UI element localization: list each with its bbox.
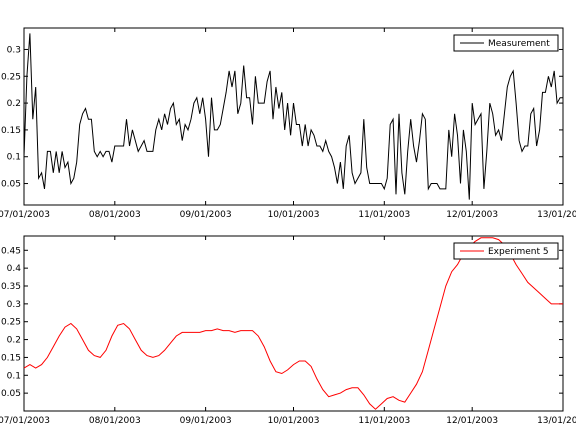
top-y-tick-label: 0.1 — [7, 153, 21, 163]
bottom-axes-frame — [23, 235, 564, 412]
top-x-tick-label: 07/01/2003 — [0, 210, 50, 220]
bottom-x-tick-label: 11/01/2003 — [358, 416, 410, 426]
top-y-tick-label: 0.15 — [1, 126, 21, 136]
bottom-y-tick-label: 0.35 — [1, 282, 21, 292]
top-y-tick-label: 0.25 — [1, 72, 21, 82]
bottom-x-tick-label: 10/01/2003 — [268, 416, 320, 426]
top-x-tick-label: 09/01/2003 — [180, 210, 232, 220]
bottom-y-tick-label: 0.4 — [7, 264, 22, 274]
top-legend-label: Measurement — [488, 39, 550, 49]
bottom-x-tick-label: 13/01/2003 — [537, 416, 576, 426]
bottom-y-tick-label: 0.45 — [1, 246, 21, 256]
top-x-tick-label: 12/01/2003 — [446, 210, 498, 220]
top-y-tick-label: 0.3 — [7, 45, 21, 55]
bottom-y-tick-label: 0.15 — [1, 353, 21, 363]
top-legend-box — [453, 34, 559, 52]
bottom-y-tick-label: 0.25 — [1, 318, 21, 328]
bottom-y-tick-label: 0.05 — [1, 389, 21, 399]
bottom-x-tick-label: 12/01/2003 — [446, 416, 498, 426]
bottom-legend-box — [453, 242, 559, 260]
bottom-x-tick-label: 09/01/2003 — [180, 416, 232, 426]
bottom-legend-label: Experiment 5 — [488, 247, 549, 257]
top-x-tick-label: 08/01/2003 — [89, 210, 141, 220]
top-series-line-1 — [23, 33, 563, 200]
bottom-series-line-1 — [23, 237, 563, 410]
bottom-x-tick-label: 07/01/2003 — [0, 416, 50, 426]
top-y-tick-label: 0.05 — [1, 180, 21, 190]
top-x-tick-label: 13/01/2003 — [537, 210, 576, 220]
top-x-tick-label: 11/01/2003 — [358, 210, 410, 220]
bottom-y-tick-label: 0.3 — [7, 300, 21, 310]
top-y-tick-label: 0.2 — [7, 99, 21, 109]
bottom-y-tick-label: 0.1 — [7, 371, 21, 381]
bottom-x-tick-label: 08/01/2003 — [89, 416, 141, 426]
top-x-tick-label: 10/01/2003 — [268, 210, 320, 220]
top-axes-frame — [23, 27, 564, 206]
bottom-y-tick-label: 0.2 — [7, 336, 21, 346]
